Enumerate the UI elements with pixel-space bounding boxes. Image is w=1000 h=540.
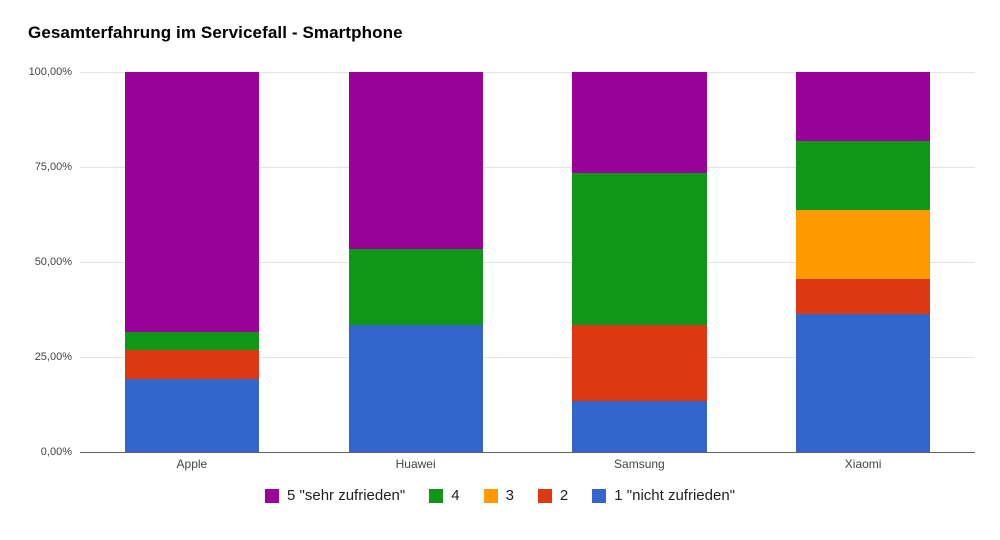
- bar-segment: [796, 141, 931, 211]
- bar-segment: [348, 249, 483, 326]
- bar-segment: [572, 173, 707, 326]
- bars-layer: [80, 71, 975, 452]
- stacked-bar-apple: [124, 72, 259, 452]
- x-axis-label-huawei: Huawei: [395, 457, 436, 471]
- x-axis-label-xiaomi: Xiaomi: [844, 457, 882, 471]
- bar-segment: [124, 379, 259, 452]
- legend-label: 1 "nicht zufrieden": [614, 487, 735, 504]
- gridline: [80, 72, 975, 73]
- gridline: [80, 357, 975, 358]
- bar-segment: [124, 349, 259, 380]
- bar-group-xiaomi: [751, 71, 975, 452]
- bar-segment: [124, 332, 259, 350]
- legend-item: 3: [483, 487, 514, 504]
- legend-swatch: [265, 488, 280, 503]
- bar-segment: [572, 325, 707, 402]
- gridline: [80, 262, 975, 263]
- x-axis-label-samsung: Samsung: [614, 457, 665, 471]
- bar-group-huawei: [304, 72, 528, 452]
- bar-segment: [796, 279, 931, 314]
- legend-item: 1 "nicht zufrieden": [592, 487, 735, 504]
- legend-swatch: [537, 488, 552, 503]
- x-axis-line: [80, 452, 975, 453]
- bar-group-samsung: [528, 72, 752, 452]
- stacked-bar-samsung: [572, 72, 707, 452]
- y-axis-tick-label: 0,00%: [40, 446, 72, 458]
- legend-swatch: [483, 488, 498, 503]
- y-axis-tick-label: 25,00%: [34, 351, 72, 363]
- bar-segment: [348, 325, 483, 452]
- legend-label: 2: [559, 487, 569, 504]
- bar-segment: [572, 401, 707, 452]
- bar-segment: [796, 313, 931, 452]
- x-axis: Apple Huawei Samsung Xiaomi: [80, 457, 975, 471]
- bar-segment: [348, 72, 483, 250]
- bar-segment: [796, 210, 931, 280]
- legend-swatch: [429, 488, 444, 503]
- gridline: [80, 167, 975, 168]
- y-axis-tick-label: 75,00%: [34, 161, 72, 173]
- legend-item: 2: [537, 487, 569, 504]
- chart-title: Gesamterfahrung im Servicefall - Smartph…: [28, 23, 403, 42]
- y-axis-tick-label: 50,00%: [34, 256, 72, 268]
- bar-segment: [572, 72, 707, 174]
- y-axis-tick-label: 100,00%: [28, 66, 72, 78]
- legend-label: 4: [451, 487, 460, 504]
- bar-segment: [124, 72, 259, 333]
- stacked-bar-xiaomi: [796, 71, 931, 452]
- plot-area: 100,00% 75,00% 50,00% 25,00% 0,00%: [29, 66, 975, 458]
- x-axis-label-apple: Apple: [176, 457, 208, 471]
- bar-segment: [796, 71, 931, 142]
- bar-group-apple: [80, 72, 304, 452]
- legend-label: 3: [505, 487, 514, 504]
- stacked-bar-huawei: [348, 72, 483, 452]
- legend-label: 5 "sehr zufrieden": [287, 487, 406, 504]
- legend-swatch: [592, 488, 607, 503]
- legend: 5 "sehr zufrieden" 4 3 2 1 "nicht zufrieden": [0, 487, 1000, 504]
- legend-item: 5 "sehr zufrieden": [265, 487, 405, 504]
- legend-item: 4: [429, 487, 460, 504]
